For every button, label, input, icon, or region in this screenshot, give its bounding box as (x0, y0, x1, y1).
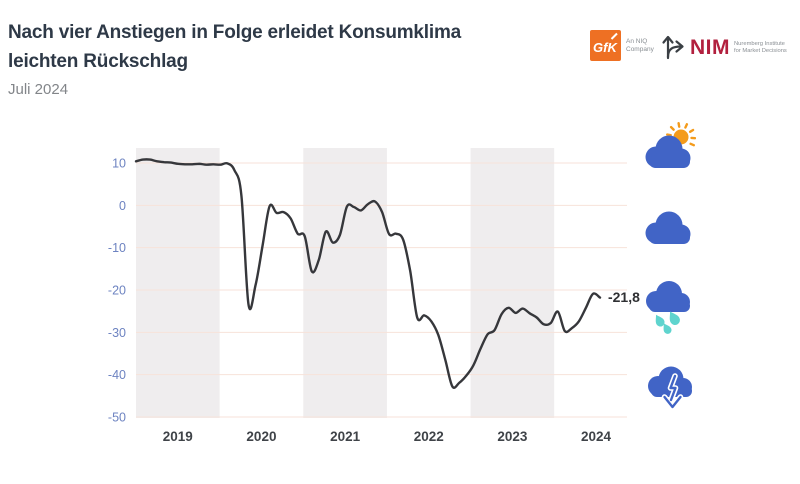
x-tick-label: 2020 (246, 429, 276, 444)
y-tick-label: 10 (112, 156, 126, 170)
gfk-tagline-line1: An NIQ (626, 38, 648, 45)
y-tick-label: 0 (119, 199, 126, 213)
cloud-down-arrow-icon (648, 366, 692, 410)
konsumklima-line (134, 158, 602, 389)
year-band-2021 (303, 148, 387, 418)
rain-cloud-icon (646, 281, 690, 334)
year-band-2019 (136, 148, 220, 418)
year-band-2023 (470, 148, 555, 418)
x-tick-label: 2021 (330, 429, 361, 444)
x-tick-label: 2024 (581, 429, 612, 444)
page-title: Nach vier Anstiegen in Folge erleidet Ko… (8, 18, 568, 76)
nim-logo: NIM Nuremberg Institute for Market Decis… (660, 30, 787, 61)
y-tick-label: -50 (108, 410, 126, 424)
gfk-logo-icon: GfK (590, 30, 621, 61)
y-tick-label: -10 (108, 241, 126, 255)
x-tick-label: 2023 (497, 429, 528, 444)
nim-tagline: Nuremberg Institute for Market Decisions (734, 41, 787, 55)
y-tick-label: -20 (108, 283, 126, 297)
header: Nach vier Anstiegen in Folge erleidet Ko… (8, 18, 568, 98)
nim-arrows-icon (662, 35, 684, 60)
current-value-label: -21,8 (608, 289, 640, 305)
gfk-tagline-line2: Company (626, 46, 654, 53)
gfk-logo-text: GfK (593, 40, 618, 55)
nim-tagline-line2: for Market Decisions (734, 48, 787, 54)
y-tick-label: -40 (108, 368, 126, 382)
x-tick-label: 2022 (414, 429, 444, 444)
y-tick-label: -30 (108, 326, 126, 340)
nim-logo-text: NIM (690, 36, 730, 59)
report-month: Juli 2024 (8, 81, 69, 98)
page-title-line2: leichten Rückschlag (8, 51, 188, 72)
page-title-line1: Nach vier Anstiegen in Folge erleidet Ko… (8, 22, 462, 43)
gfk-logo: GfK An NIQ Company (590, 30, 654, 61)
sun-behind-cloud-icon (645, 122, 696, 168)
gfk-tagline: An NIQ Company (626, 38, 654, 54)
nim-tagline-line1: Nuremberg Institute (734, 41, 785, 47)
x-tick-label: 2019 (163, 429, 193, 444)
cloud-icon (645, 211, 691, 244)
